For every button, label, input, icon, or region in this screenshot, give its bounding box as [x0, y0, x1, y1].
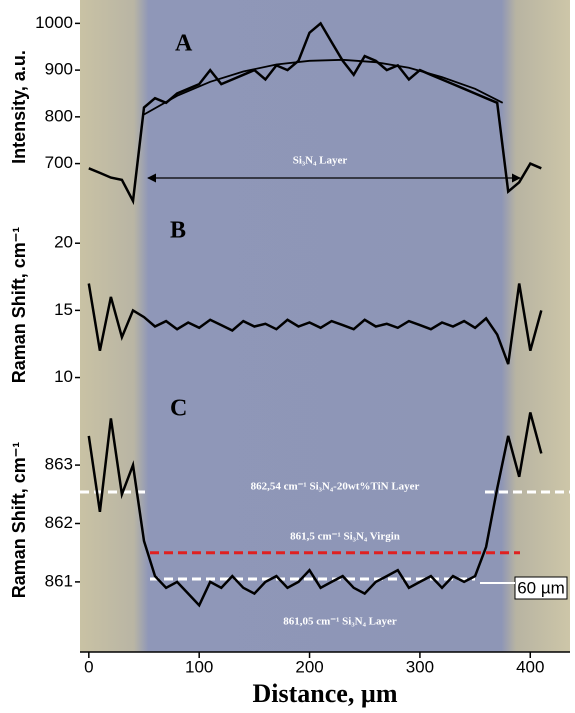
layer-label: Si₃N₄ Layer [293, 155, 348, 167]
y-tick-label: 862 [45, 513, 73, 532]
reference-label: 862,54 cm⁻¹ Si₃N₄-20wt%TiN Layer [251, 481, 420, 493]
x-axis-title: Distance, µm [253, 679, 398, 708]
x-tick-label: 200 [295, 657, 323, 676]
x-tick-label: 100 [185, 657, 213, 676]
panel-label: B [170, 218, 186, 244]
reference-label: 861,5 cm⁻¹ Si₃N₄ Virgin [290, 531, 400, 543]
y-tick-label: 800 [45, 106, 73, 125]
y-tick-label: 700 [45, 153, 73, 172]
panel-label: A [175, 31, 193, 57]
x-tick-label: 300 [406, 657, 434, 676]
data-line [87, 412, 543, 608]
reference-label: 861,05 cm⁻¹ Si₃N₄ Layer [283, 616, 397, 628]
y-axis-title: Raman Shift, cm⁻¹ [9, 227, 29, 384]
y-axis-title: Raman Shift, cm⁻¹ [9, 442, 29, 599]
data-line [143, 58, 504, 116]
y-tick-label: 15 [54, 300, 73, 319]
y-tick-label: 863 [45, 455, 73, 474]
y-tick-label: 20 [54, 233, 73, 252]
data-line [87, 283, 543, 365]
scale-bar-label: 60 µm [517, 578, 565, 597]
y-axis-title: Intensity, a.u. [9, 50, 29, 164]
y-tick-label: 10 [54, 367, 73, 386]
y-tick-label: 900 [45, 60, 73, 79]
y-tick-label: 1000 [35, 13, 73, 32]
x-tick-label: 400 [516, 657, 544, 676]
x-tick-label: 0 [84, 657, 93, 676]
scale-bar-box [514, 576, 568, 600]
y-tick-label: 861 [45, 571, 73, 590]
panel-label: C [170, 396, 187, 422]
